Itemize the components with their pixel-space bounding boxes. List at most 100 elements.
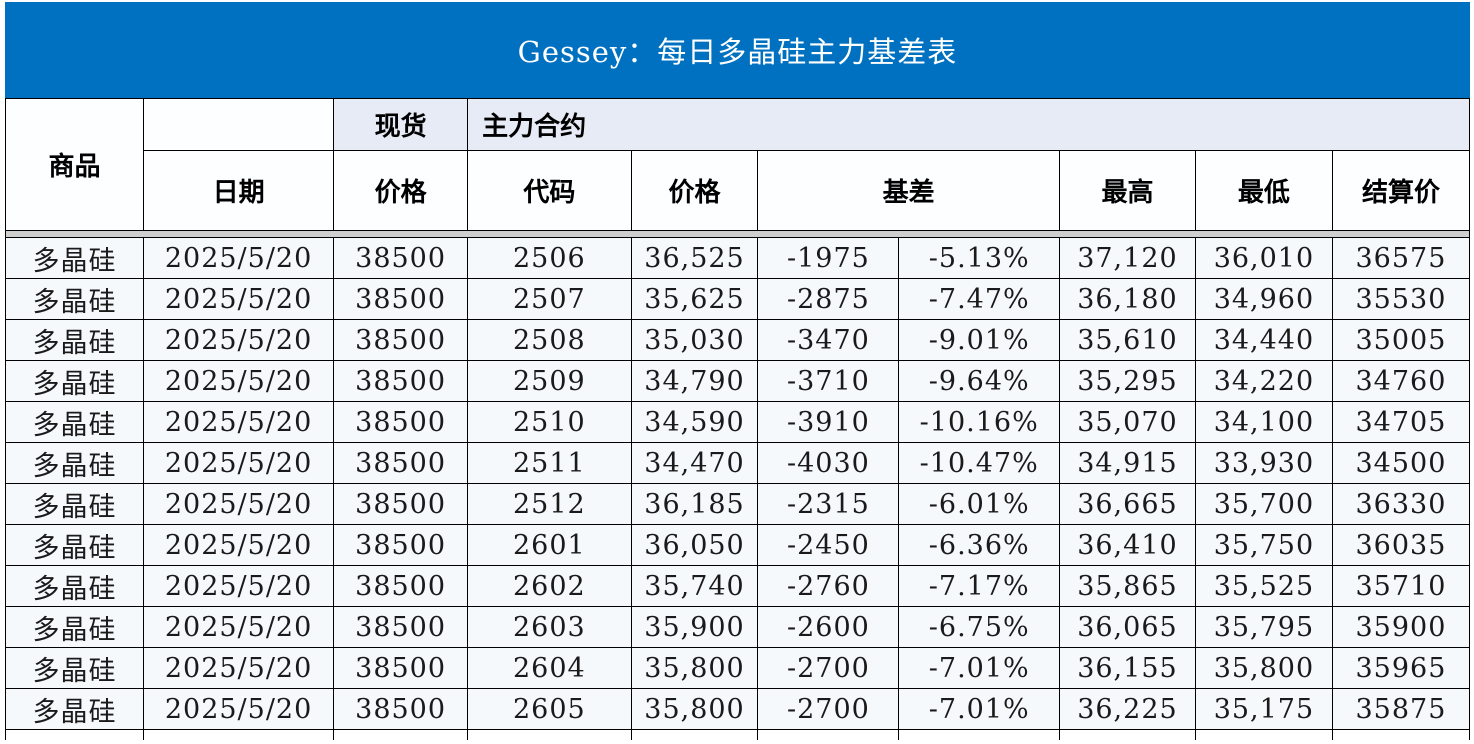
cell-high: 35,295: [1058, 360, 1196, 402]
cell-basis: -2760: [757, 565, 900, 607]
table-row: 多晶硅 2025/5/20 38500 2506 36,525 -1975 -5…: [5, 237, 1471, 279]
cell-price: 34,470: [630, 442, 759, 484]
cell-price: 35,740: [630, 565, 759, 607]
basis-table: 商品 现货 主力合约 日期 价格 代码 价格 基差 最高 最低 结算价 多晶硅 …: [5, 98, 1471, 740]
table-header: 商品 现货 主力合约 日期 价格 代码 价格 基差 最高 最低 结算价: [5, 98, 1471, 238]
cell-basis: -2450: [757, 524, 900, 566]
cell-price: 36,185: [630, 483, 759, 525]
cell-code: 2601: [467, 524, 632, 566]
cell-commodity: 多晶硅: [5, 237, 144, 279]
cell-price: 34,790: [630, 360, 759, 402]
cell-basis-pct: -10.16%: [898, 401, 1060, 443]
cell-high: 35,070: [1058, 401, 1196, 443]
cell-date: 2025/5/20: [142, 360, 335, 402]
cell-basis-pct: -7.01%: [898, 688, 1060, 730]
cell-code: 2603: [467, 606, 632, 648]
table-row: 多晶硅 2025/5/20 38500 2604 35,800 -2700 -7…: [5, 647, 1471, 689]
cell-commodity: 多晶硅: [5, 647, 144, 689]
cell-spot-price: 38500: [333, 319, 469, 361]
cell-price: 35,625: [630, 278, 759, 320]
cell-basis: -3910: [757, 401, 900, 443]
cell-commodity: 多晶硅: [5, 442, 144, 484]
table-row: 多晶硅 2025/5/20 38500 2508 35,030 -3470 -9…: [5, 319, 1471, 361]
header-spot-price: 价格: [333, 150, 469, 231]
header-date-spacer: [142, 98, 335, 151]
cell-date: 2025/5/20: [142, 524, 335, 566]
cell-low: 35,700: [1194, 483, 1333, 525]
cell-spot-price: 38500: [333, 524, 469, 566]
cell-settlement: 35005: [1331, 319, 1471, 361]
cell-price: 35,030: [630, 319, 759, 361]
cell-high: 34,915: [1058, 442, 1196, 484]
cell-price: 36,525: [630, 237, 759, 279]
header-price: 价格: [630, 150, 759, 231]
cell-commodity: 多晶硅: [5, 278, 144, 320]
cell-commodity: 多晶硅: [5, 565, 144, 607]
cell-settlement: 34705: [1331, 401, 1471, 443]
cell-basis-pct: -6.36%: [898, 524, 1060, 566]
cell-date: 2025/5/20: [142, 442, 335, 484]
cell-settlement: 35965: [1331, 647, 1471, 689]
table-row: 多晶硅 2025/5/20 38500 2602 35,740 -2760 -7…: [5, 565, 1471, 607]
cell-code: 2510: [467, 401, 632, 443]
cell-spot-price: 38500: [333, 360, 469, 402]
cell-low: 35,750: [1194, 524, 1333, 566]
cell-high: 36,155: [1058, 647, 1196, 689]
cell-spot-price: 38500: [333, 647, 469, 689]
cell-low: 34,440: [1194, 319, 1333, 361]
cell-high: 36,180: [1058, 278, 1196, 320]
header-high: 最高: [1058, 150, 1196, 231]
cell-basis-pct: -5.13%: [898, 237, 1060, 279]
table-row: 多晶硅 2025/5/20 38500 2510 34,590 -3910 -1…: [5, 401, 1471, 443]
cell-basis: -3710: [757, 360, 900, 402]
header-commodity: 商品: [5, 98, 144, 231]
cell-basis: -2315: [757, 483, 900, 525]
cell-date: 2025/5/20: [142, 647, 335, 689]
cell-settlement: 36035: [1331, 524, 1471, 566]
cell-date: 2025/5/20: [142, 565, 335, 607]
cell-high: 35,865: [1058, 565, 1196, 607]
cell-code: 2509: [467, 360, 632, 402]
cell-code: 2506: [467, 237, 632, 279]
cell-spot-price: 38500: [333, 483, 469, 525]
table-row: 多晶硅 2025/5/20 38500 2605 35,800 -2700 -7…: [5, 688, 1471, 730]
cell-commodity: 多晶硅: [5, 360, 144, 402]
cell-low: 33,930: [1194, 442, 1333, 484]
cell-basis: -2700: [757, 647, 900, 689]
cell-settlement: 35875: [1331, 688, 1471, 730]
header-group-main-contract: 主力合约: [467, 98, 1470, 151]
cell-date: 2025/5/20: [142, 606, 335, 648]
table-row: 多晶硅 2025/5/20 38500 2601 36,050 -2450 -6…: [5, 524, 1471, 566]
cell-high: 36,065: [1058, 606, 1196, 648]
cell-basis: -4030: [757, 442, 900, 484]
cell-commodity: 多晶硅: [5, 524, 144, 566]
cell-code: 2512: [467, 483, 632, 525]
cell-basis: -1975: [757, 237, 900, 279]
cell-low: 35,800: [1194, 647, 1333, 689]
cell-high: 36,665: [1058, 483, 1196, 525]
cell-settlement: 36330: [1331, 483, 1471, 525]
header-body-divider: [5, 230, 1470, 238]
cell-date: 2025/5/20: [142, 688, 335, 730]
cell-basis-pct: -7.47%: [898, 278, 1060, 320]
cell-code: 2507: [467, 278, 632, 320]
cell-code: 2508: [467, 319, 632, 361]
cell-spot-price: 38500: [333, 278, 469, 320]
cell-code: 2511: [467, 442, 632, 484]
cell-high: 35,610: [1058, 319, 1196, 361]
cell-commodity: 多晶硅: [5, 483, 144, 525]
cell-spot-price: 38500: [333, 688, 469, 730]
header-code: 代码: [467, 150, 632, 231]
cell-low: 34,220: [1194, 360, 1333, 402]
header-basis: 基差: [757, 150, 1060, 231]
header-settlement: 结算价: [1331, 150, 1471, 231]
cell-high: 37,120: [1058, 237, 1196, 279]
cell-spot-price: 38500: [333, 606, 469, 648]
cell-price: 35,800: [630, 647, 759, 689]
cell-commodity: 多晶硅: [5, 319, 144, 361]
cell-basis-pct: -6.01%: [898, 483, 1060, 525]
cell-spot-price: 38500: [333, 565, 469, 607]
cell-basis-pct: -7.01%: [898, 647, 1060, 689]
cell-basis: -3470: [757, 319, 900, 361]
